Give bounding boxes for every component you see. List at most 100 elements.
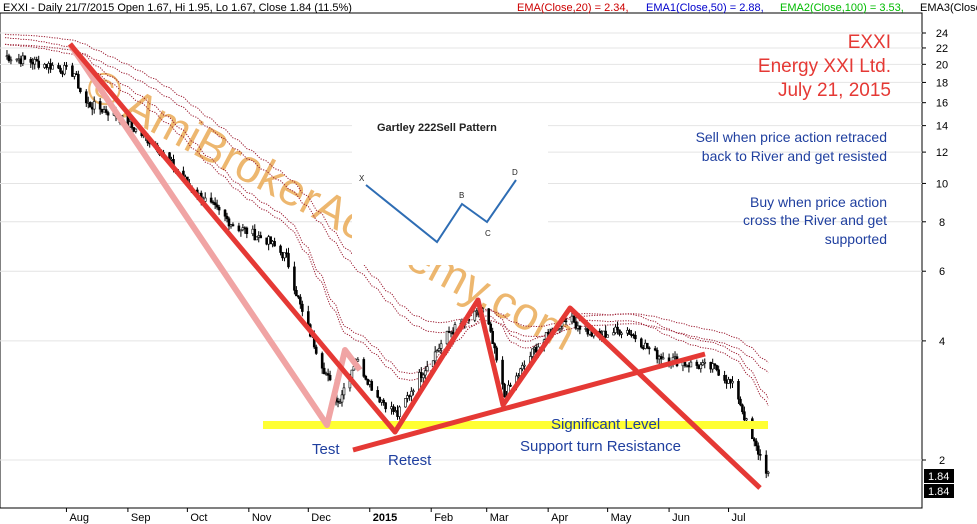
candle-body — [445, 330, 449, 345]
candle-body — [606, 334, 609, 338]
candle-body — [134, 128, 138, 132]
y-axis: 24 22 20 18 16 14 12 10 8 6 4 2 — [922, 28, 948, 467]
candle-body — [378, 396, 381, 403]
candle-body — [745, 418, 748, 421]
candle-body — [295, 289, 298, 297]
gartley-title: Gartley 222Sell Pattern — [377, 122, 497, 134]
y-tick-label-22: 22 — [936, 43, 948, 55]
candle-body — [406, 395, 409, 399]
candle-body — [530, 348, 534, 357]
trend-line-support — [352, 351, 706, 453]
candle-body — [412, 390, 415, 393]
candle-body — [743, 411, 746, 421]
gartley-point-x: X — [359, 174, 365, 183]
y-tick-label-18: 18 — [936, 77, 948, 89]
x-tick-label-8: Apr — [551, 512, 568, 524]
trend-line-pink — [67, 42, 363, 428]
note-sell-1: Sell when price action retraced — [696, 129, 887, 145]
candle-body — [435, 350, 439, 353]
price-badge-1-box — [924, 469, 954, 483]
gartley-point-c: C — [485, 229, 491, 238]
candle-body — [21, 55, 25, 65]
candle-body — [509, 384, 512, 387]
candle-body — [9, 59, 13, 62]
candle-body — [612, 332, 615, 336]
y-tick-label-16: 16 — [936, 98, 948, 110]
candle-body — [106, 112, 110, 116]
candle-body — [342, 387, 346, 396]
title-company: Energy XXI Ltd. — [758, 56, 891, 77]
x-tick-label-3: Nov — [252, 512, 272, 524]
title-ticker: EXXI — [848, 32, 891, 53]
candle-body — [29, 58, 33, 63]
candle-body — [739, 398, 742, 406]
candle-body — [489, 323, 492, 332]
candle-body — [616, 326, 619, 331]
candle-body — [259, 235, 263, 239]
candle-body — [63, 65, 66, 75]
candle-body — [628, 330, 631, 335]
label-significant-level: Significant Level — [551, 416, 660, 433]
candle-body — [88, 102, 92, 108]
candle-body — [326, 373, 330, 376]
ema-band-2 — [4, 37, 769, 400]
candle-body — [423, 370, 427, 376]
candle-body — [645, 342, 649, 349]
candle-body — [223, 209, 227, 217]
candle-body — [731, 380, 734, 384]
candle-body — [695, 361, 699, 366]
x-tick-label-4: Dec — [311, 512, 331, 524]
candle-body — [653, 348, 657, 351]
note-buy-3: supported — [825, 231, 887, 247]
candle-body — [362, 359, 366, 377]
candle-body — [437, 348, 441, 351]
price-badge-2-box — [924, 484, 954, 498]
candle-body — [410, 391, 413, 397]
label-test: Test — [312, 441, 340, 458]
candle-body — [376, 390, 379, 398]
candle-body — [273, 241, 276, 247]
candle-body — [640, 338, 643, 348]
candle-body — [209, 197, 213, 203]
candle-body — [713, 363, 716, 366]
label-support-turn-resistance: Support turn Resistance — [520, 438, 681, 455]
label-retest: Retest — [388, 452, 432, 469]
candle-body — [701, 362, 705, 366]
ema-river — [4, 33, 769, 407]
candle-body — [711, 363, 714, 370]
candle-body — [253, 228, 257, 241]
candle-body — [77, 74, 80, 89]
candle-body — [723, 374, 726, 381]
y-tick-label-8: 8 — [939, 217, 945, 229]
candle-body — [33, 59, 37, 65]
ema-band-1 — [5, 43, 769, 407]
candle-body — [301, 303, 304, 312]
candle-body — [98, 101, 102, 110]
candle-body — [79, 87, 82, 92]
candle-body — [604, 330, 607, 338]
y-tick-label-10: 10 — [936, 178, 948, 190]
ema-band-4 — [5, 33, 769, 364]
gartley-pattern-line — [365, 179, 517, 244]
header-ema50: EMA1(Close,50) = 2.88, — [646, 2, 764, 14]
y-tick-label-2: 2 — [939, 455, 945, 467]
candlestick-series — [5, 50, 770, 479]
candle-body — [314, 346, 318, 354]
candle-body — [487, 308, 490, 325]
note-buy-2: cross the River and get — [743, 212, 887, 228]
price-badge-1: 1.84 — [928, 471, 949, 483]
candle-body — [755, 440, 758, 447]
candle-body — [564, 320, 568, 323]
candle-body — [217, 206, 221, 211]
candle-body — [104, 109, 108, 113]
x-tick-label-2: Oct — [190, 512, 207, 524]
candle-body — [517, 375, 520, 377]
y-tick-label-24: 24 — [936, 28, 948, 40]
candle-body — [756, 445, 760, 455]
candle-body — [655, 349, 659, 360]
candle-body — [404, 398, 407, 408]
header-ema100: EMA2(Close,100) = 3.53, — [780, 2, 904, 14]
note-sell-2: back to River and get resisted — [702, 148, 887, 164]
x-tick-label-6: Feb — [434, 512, 453, 524]
